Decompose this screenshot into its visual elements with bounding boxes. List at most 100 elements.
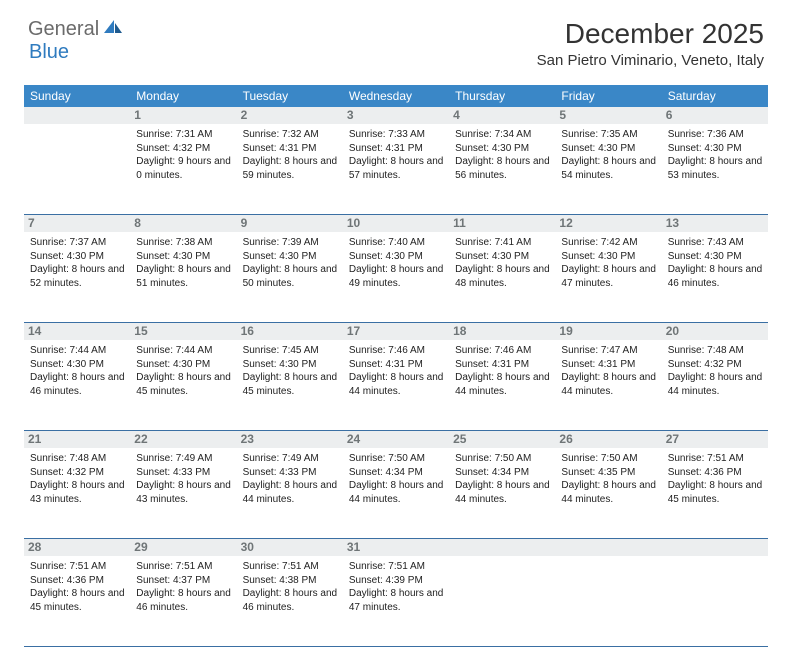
- day-detail: Sunrise: 7:46 AMSunset: 4:31 PMDaylight:…: [453, 344, 551, 398]
- daynum-cell: 9: [237, 215, 343, 232]
- daynum-cell: 2: [237, 107, 343, 124]
- calendar-cell: Sunrise: 7:38 AMSunset: 4:30 PMDaylight:…: [130, 234, 236, 322]
- calendar-cell: Sunrise: 7:39 AMSunset: 4:30 PMDaylight:…: [237, 234, 343, 322]
- daynum-cell: 6: [662, 107, 768, 124]
- logo-text-general: General: [28, 18, 99, 41]
- calendar-row: Sunrise: 7:44 AMSunset: 4:30 PMDaylight:…: [24, 342, 768, 431]
- day-detail: Sunrise: 7:51 AMSunset: 4:39 PMDaylight:…: [347, 560, 445, 614]
- daynum-cell: 1: [130, 107, 236, 124]
- calendar-row: Sunrise: 7:51 AMSunset: 4:36 PMDaylight:…: [24, 558, 768, 647]
- calendar-cell: Sunrise: 7:34 AMSunset: 4:30 PMDaylight:…: [449, 126, 555, 214]
- day-detail: Sunrise: 7:31 AMSunset: 4:32 PMDaylight:…: [134, 128, 232, 182]
- daynum-cell: 20: [662, 323, 768, 340]
- weekday-header-monday: Monday: [130, 85, 236, 107]
- calendar-cell: Sunrise: 7:51 AMSunset: 4:38 PMDaylight:…: [237, 558, 343, 646]
- daynum-cell: 19: [555, 323, 661, 340]
- daynum-cell: 30: [237, 539, 343, 556]
- daynum-cell: 4: [449, 107, 555, 124]
- calendar: SundayMondayTuesdayWednesdayThursdayFrid…: [24, 85, 768, 647]
- weekday-header-tuesday: Tuesday: [237, 85, 343, 107]
- daynum-cell: 24: [343, 431, 449, 448]
- day-detail: Sunrise: 7:51 AMSunset: 4:36 PMDaylight:…: [28, 560, 126, 614]
- day-detail: Sunrise: 7:51 AMSunset: 4:37 PMDaylight:…: [134, 560, 232, 614]
- calendar-cell: Sunrise: 7:35 AMSunset: 4:30 PMDaylight:…: [555, 126, 661, 214]
- calendar-cell: Sunrise: 7:49 AMSunset: 4:33 PMDaylight:…: [237, 450, 343, 538]
- calendar-cell: Sunrise: 7:48 AMSunset: 4:32 PMDaylight:…: [662, 342, 768, 430]
- daynum-row: 14151617181920: [24, 323, 768, 340]
- logo: General: [28, 18, 126, 41]
- daynum-cell: 22: [130, 431, 236, 448]
- calendar-cell: Sunrise: 7:51 AMSunset: 4:36 PMDaylight:…: [662, 450, 768, 538]
- calendar-cell: Sunrise: 7:33 AMSunset: 4:31 PMDaylight:…: [343, 126, 449, 214]
- daynum-cell: 10: [343, 215, 449, 232]
- day-detail: Sunrise: 7:44 AMSunset: 4:30 PMDaylight:…: [134, 344, 232, 398]
- day-detail: Sunrise: 7:32 AMSunset: 4:31 PMDaylight:…: [241, 128, 339, 182]
- month-title: December 2025: [537, 18, 764, 50]
- day-detail: Sunrise: 7:50 AMSunset: 4:35 PMDaylight:…: [559, 452, 657, 506]
- day-detail: Sunrise: 7:34 AMSunset: 4:30 PMDaylight:…: [453, 128, 551, 182]
- calendar-cell: Sunrise: 7:43 AMSunset: 4:30 PMDaylight:…: [662, 234, 768, 322]
- day-detail: Sunrise: 7:46 AMSunset: 4:31 PMDaylight:…: [347, 344, 445, 398]
- daynum-cell: [449, 539, 555, 556]
- calendar-cell: Sunrise: 7:50 AMSunset: 4:34 PMDaylight:…: [449, 450, 555, 538]
- calendar-cell: Sunrise: 7:51 AMSunset: 4:36 PMDaylight:…: [24, 558, 130, 646]
- day-detail: Sunrise: 7:35 AMSunset: 4:30 PMDaylight:…: [559, 128, 657, 182]
- logo-sub: Blue: [29, 41, 69, 64]
- calendar-cell: Sunrise: 7:41 AMSunset: 4:30 PMDaylight:…: [449, 234, 555, 322]
- daynum-cell: 15: [130, 323, 236, 340]
- day-detail: Sunrise: 7:50 AMSunset: 4:34 PMDaylight:…: [453, 452, 551, 506]
- calendar-cell: Sunrise: 7:42 AMSunset: 4:30 PMDaylight:…: [555, 234, 661, 322]
- weekday-header-friday: Friday: [555, 85, 661, 107]
- daynum-row: 123456: [24, 107, 768, 124]
- daynum-cell: 11: [449, 215, 555, 232]
- daynum-row: 78910111213: [24, 215, 768, 232]
- calendar-cell: Sunrise: 7:44 AMSunset: 4:30 PMDaylight:…: [24, 342, 130, 430]
- daynum-cell: 23: [237, 431, 343, 448]
- day-detail: Sunrise: 7:33 AMSunset: 4:31 PMDaylight:…: [347, 128, 445, 182]
- calendar-cell: Sunrise: 7:47 AMSunset: 4:31 PMDaylight:…: [555, 342, 661, 430]
- day-detail: Sunrise: 7:44 AMSunset: 4:30 PMDaylight:…: [28, 344, 126, 398]
- weekday-header-wednesday: Wednesday: [343, 85, 449, 107]
- day-detail: Sunrise: 7:38 AMSunset: 4:30 PMDaylight:…: [134, 236, 232, 290]
- header: General December 2025 San Pietro Viminar…: [0, 0, 792, 75]
- daynum-cell: 12: [555, 215, 661, 232]
- calendar-cell: Sunrise: 7:51 AMSunset: 4:39 PMDaylight:…: [343, 558, 449, 646]
- logo-text-blue: Blue: [29, 41, 69, 63]
- day-detail: Sunrise: 7:50 AMSunset: 4:34 PMDaylight:…: [347, 452, 445, 506]
- daynum-cell: 18: [449, 323, 555, 340]
- daynum-cell: [555, 539, 661, 556]
- day-detail: Sunrise: 7:49 AMSunset: 4:33 PMDaylight:…: [241, 452, 339, 506]
- day-detail: Sunrise: 7:49 AMSunset: 4:33 PMDaylight:…: [134, 452, 232, 506]
- title-block: December 2025 San Pietro Viminario, Vene…: [537, 18, 764, 69]
- calendar-cell: Sunrise: 7:50 AMSunset: 4:35 PMDaylight:…: [555, 450, 661, 538]
- day-detail: Sunrise: 7:37 AMSunset: 4:30 PMDaylight:…: [28, 236, 126, 290]
- day-detail: Sunrise: 7:51 AMSunset: 4:36 PMDaylight:…: [666, 452, 764, 506]
- day-detail: Sunrise: 7:47 AMSunset: 4:31 PMDaylight:…: [559, 344, 657, 398]
- day-detail: Sunrise: 7:48 AMSunset: 4:32 PMDaylight:…: [28, 452, 126, 506]
- daynum-cell: 21: [24, 431, 130, 448]
- daynum-cell: 26: [555, 431, 661, 448]
- daynum-cell: 5: [555, 107, 661, 124]
- daynum-cell: 16: [237, 323, 343, 340]
- calendar-cell: Sunrise: 7:45 AMSunset: 4:30 PMDaylight:…: [237, 342, 343, 430]
- calendar-cell: Sunrise: 7:50 AMSunset: 4:34 PMDaylight:…: [343, 450, 449, 538]
- calendar-cell: Sunrise: 7:36 AMSunset: 4:30 PMDaylight:…: [662, 126, 768, 214]
- day-detail: Sunrise: 7:36 AMSunset: 4:30 PMDaylight:…: [666, 128, 764, 182]
- calendar-cell: Sunrise: 7:31 AMSunset: 4:32 PMDaylight:…: [130, 126, 236, 214]
- daynum-cell: [24, 107, 130, 124]
- calendar-cell: Sunrise: 7:40 AMSunset: 4:30 PMDaylight:…: [343, 234, 449, 322]
- calendar-cell: [24, 126, 130, 214]
- daynum-cell: 25: [449, 431, 555, 448]
- calendar-cell: [662, 558, 768, 646]
- calendar-cell: Sunrise: 7:46 AMSunset: 4:31 PMDaylight:…: [449, 342, 555, 430]
- daynum-row: 28293031: [24, 539, 768, 556]
- calendar-cell: [449, 558, 555, 646]
- daynum-cell: 29: [130, 539, 236, 556]
- day-detail: Sunrise: 7:48 AMSunset: 4:32 PMDaylight:…: [666, 344, 764, 398]
- calendar-row: Sunrise: 7:31 AMSunset: 4:32 PMDaylight:…: [24, 126, 768, 215]
- day-detail: Sunrise: 7:51 AMSunset: 4:38 PMDaylight:…: [241, 560, 339, 614]
- calendar-cell: Sunrise: 7:44 AMSunset: 4:30 PMDaylight:…: [130, 342, 236, 430]
- daynum-cell: 28: [24, 539, 130, 556]
- day-detail: Sunrise: 7:45 AMSunset: 4:30 PMDaylight:…: [241, 344, 339, 398]
- day-detail: Sunrise: 7:41 AMSunset: 4:30 PMDaylight:…: [453, 236, 551, 290]
